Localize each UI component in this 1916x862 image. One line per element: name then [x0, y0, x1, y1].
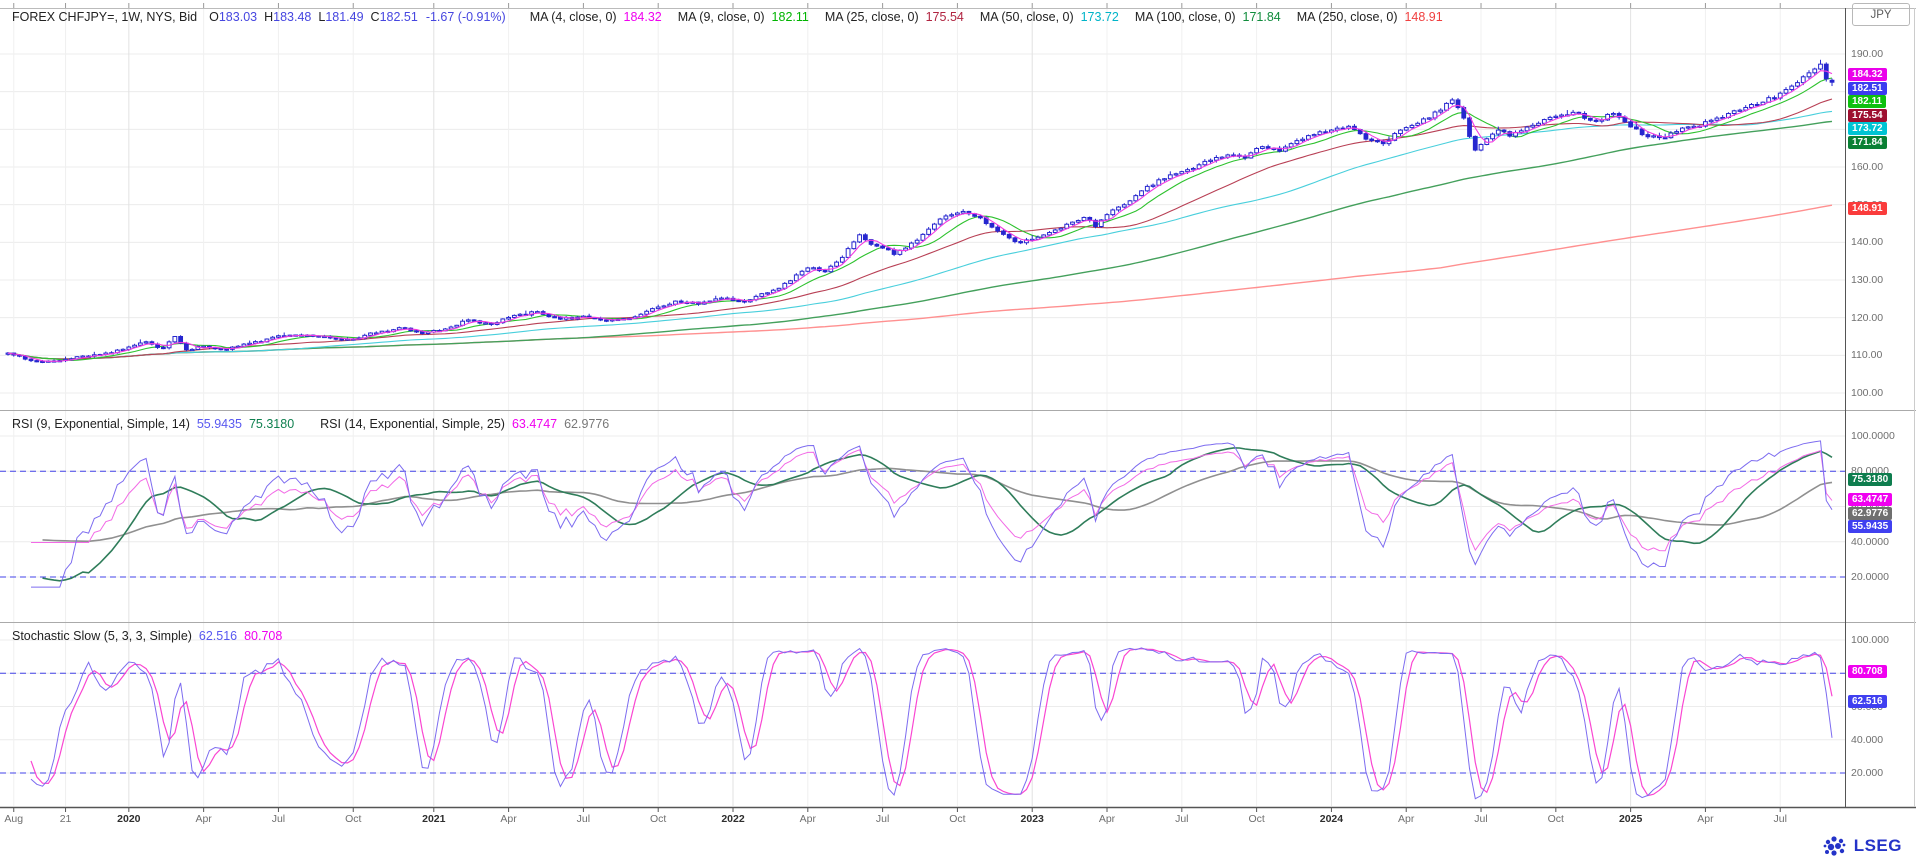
- legend-ma-item[interactable]: MA (4, close, 0) 184.32: [529, 10, 662, 24]
- time-axis-tick[interactable]: Oct: [650, 813, 667, 825]
- legend-ma-item[interactable]: MA (25, close, 0) 175.54: [824, 10, 964, 24]
- legend-ma-item[interactable]: MA (100, close, 0) 171.84: [1134, 10, 1281, 24]
- time-axis-tick[interactable]: Jul: [875, 813, 890, 825]
- rsi9-line: [31, 440, 1833, 588]
- ma-50-line: [7, 110, 1833, 360]
- time-axis-tick[interactable]: Oct: [345, 813, 362, 825]
- rsi-axis-tick: 100.0000: [1851, 430, 1895, 442]
- rsi-badge: 55.9435: [1848, 520, 1893, 534]
- time-axis-tick[interactable]: Jul: [271, 813, 286, 825]
- time-axis-tick[interactable]: Oct: [1547, 813, 1564, 825]
- price-badge: 175.54: [1848, 108, 1887, 122]
- price-axis-tick: 120.00: [1851, 311, 1884, 324]
- legend-ma-item[interactable]: MA (9, close, 0) 182.11: [677, 10, 809, 24]
- price-axis-tick: 110.00: [1851, 349, 1883, 362]
- time-axis-tick[interactable]: Aug: [4, 813, 24, 825]
- stoch-axis-tick: 100.000: [1851, 634, 1889, 646]
- time-axis-tick[interactable]: Oct: [949, 813, 966, 825]
- stoch-k-line: [30, 647, 1833, 800]
- price-axis-tick: 160.00: [1851, 160, 1884, 173]
- rsi-badge: 75.3180: [1848, 472, 1893, 486]
- price-axis-tick: 100.00: [1851, 387, 1884, 399]
- time-axis-tick[interactable]: 2024: [1319, 813, 1344, 825]
- time-axis-tick[interactable]: Jul: [1773, 813, 1787, 825]
- time-axis-tick[interactable]: 2023: [1020, 813, 1044, 825]
- rsi9-smooth-line: [42, 447, 1833, 582]
- ma-legend: MA (4, close, 0) 184.32 MA (9, close, 0) …: [514, 10, 1443, 24]
- stoch-axis-tick: 20.000: [1851, 767, 1884, 779]
- price-axis-tick: 130.00: [1851, 273, 1884, 286]
- stoch-badge: 80.708: [1848, 665, 1887, 679]
- price-badge: 171.84: [1848, 135, 1887, 149]
- legend-ma-item[interactable]: MA (50, close, 0) 173.72: [979, 10, 1119, 24]
- change-readout: -1.67 (-0.91%): [425, 10, 506, 24]
- price-badge: 184.32: [1848, 68, 1887, 82]
- price-badge: 182.11: [1848, 95, 1887, 109]
- legend-stoch-item[interactable]: Stochastic Slow (5, 3, 3, Simple) 62.516…: [12, 629, 283, 643]
- rsi14-line: [31, 449, 1833, 552]
- ohlc-item: L181.49: [318, 10, 364, 24]
- ma-250-line: [7, 204, 1833, 360]
- time-axis-tick[interactable]: Apr: [195, 813, 212, 825]
- rsi-axis-tick: 40.0000: [1851, 535, 1889, 548]
- price-badge: 148.91: [1848, 201, 1887, 215]
- price-axis-tick: 140.00: [1851, 236, 1884, 249]
- time-axis-tick[interactable]: Jul: [1175, 813, 1189, 825]
- rsi14-smooth-line: [42, 460, 1833, 543]
- stoch-axis-tick: 40.000: [1851, 733, 1884, 746]
- legend-ma-item[interactable]: MA (250, close, 0) 148.91: [1296, 10, 1443, 24]
- legend-rsi-item[interactable]: RSI (9, Exponential, Simple, 14) 55.9435…: [12, 417, 295, 431]
- ohlc-item: C182.51: [370, 10, 418, 24]
- time-axis-tick[interactable]: Jul: [1474, 813, 1488, 825]
- time-axis-tick[interactable]: Jul: [576, 813, 591, 825]
- price-badge: 173.72: [1848, 122, 1887, 136]
- rsi-panel-header: RSI (9, Exponential, Simple, 14) 55.9435…: [12, 417, 627, 431]
- time-axis-tick[interactable]: 2022: [721, 813, 745, 825]
- time-axis-tick[interactable]: Apr: [1697, 813, 1714, 825]
- ohlc-readout: O183.03 H183.48 L181.49 C182.51: [209, 10, 418, 24]
- ma-100-line: [7, 120, 1833, 360]
- instrument-title[interactable]: FOREX CHFJPY=, 1W, NYS, Bid: [12, 10, 198, 24]
- time-axis-tick[interactable]: 2025: [1618, 813, 1643, 825]
- rsi-badge: 62.9776: [1848, 506, 1893, 520]
- stoch-panel-header: Stochastic Slow (5, 3, 3, Simple) 62.516…: [12, 629, 282, 643]
- rsi-badge: 63.4747: [1848, 493, 1893, 507]
- time-axis-tick[interactable]: Apr: [1098, 813, 1116, 825]
- time-axis-tick[interactable]: Apr: [1398, 813, 1415, 825]
- price-badge: 182.51: [1848, 81, 1887, 95]
- ma-4-line: [7, 70, 1833, 362]
- time-axis-tick[interactable]: Oct: [1248, 813, 1265, 825]
- time-axis-tick[interactable]: Apr: [500, 813, 517, 825]
- rsi-axis-tick: 20.0000: [1851, 571, 1889, 583]
- lseg-logo-text: LSEG: [1853, 836, 1902, 855]
- currency-axis-label[interactable]: JPY: [1852, 3, 1910, 26]
- stoch-d-line: [30, 648, 1833, 797]
- stoch-badge: 62.516: [1848, 695, 1887, 709]
- ohlc-item: H183.48: [264, 10, 312, 24]
- time-axis-tick[interactable]: Apr: [799, 813, 816, 825]
- ma-25-line: [7, 98, 1833, 360]
- time-axis-tick[interactable]: 2021: [422, 813, 446, 825]
- ohlc-item: O183.03: [209, 10, 258, 24]
- legend-rsi-item[interactable]: RSI (14, Exponential, Simple, 25) 63.474…: [320, 417, 610, 431]
- time-axis-tick[interactable]: 2020: [117, 813, 141, 825]
- lseg-lion-icon: [1823, 836, 1846, 856]
- time-axis-tick[interactable]: 21: [59, 813, 72, 825]
- price-axis-tick: 190.00: [1851, 47, 1884, 60]
- lseg-logo: LSEG: [1822, 834, 1902, 858]
- price-panel-header: FOREX CHFJPY=, 1W, NYS, Bid O183.03 H183.…: [12, 10, 1443, 24]
